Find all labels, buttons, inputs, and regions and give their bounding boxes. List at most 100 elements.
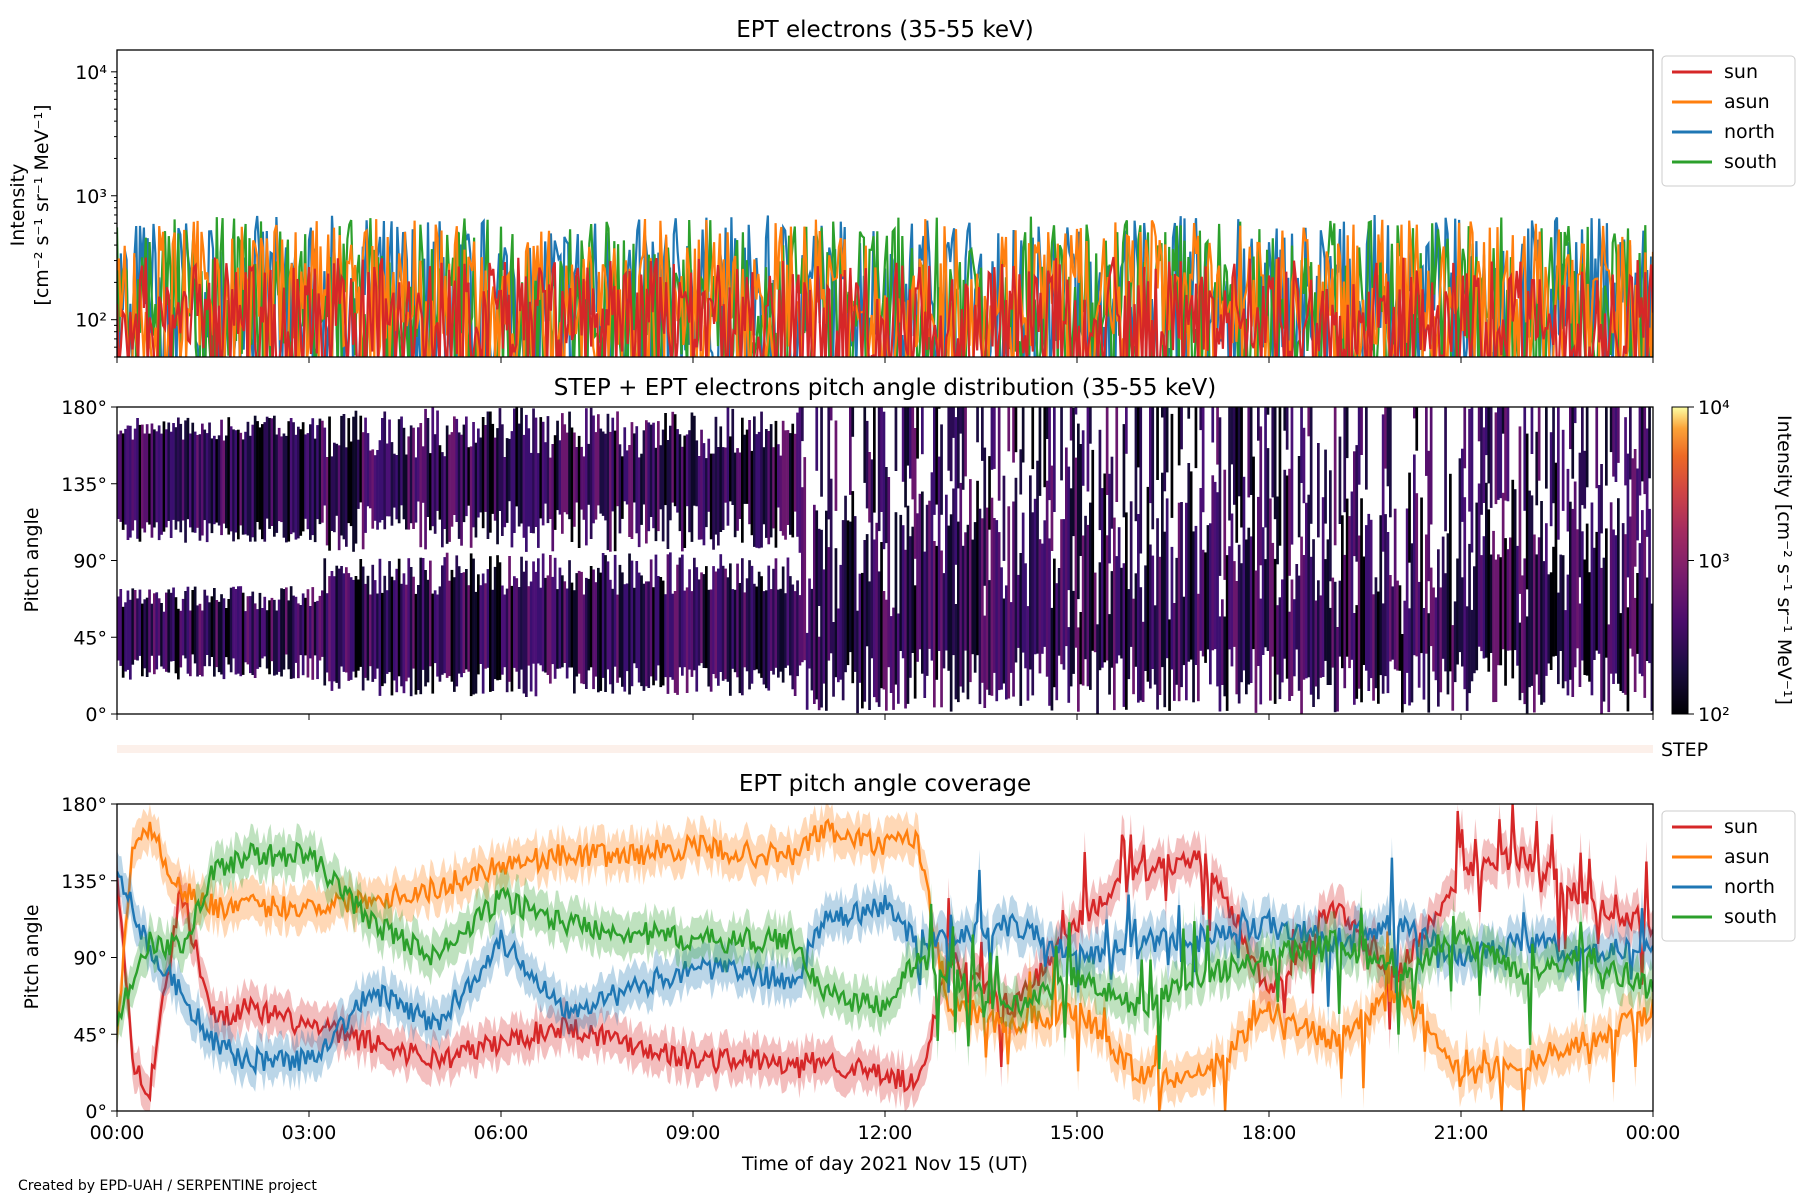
pad-cell <box>1317 580 1320 700</box>
pad-cell <box>323 558 327 686</box>
pad-cell <box>1218 417 1222 576</box>
pad-cell <box>1585 407 1589 488</box>
pad-cell <box>431 593 435 694</box>
pad-cell <box>657 576 660 666</box>
pad-cell <box>1477 483 1481 647</box>
pad-cell <box>1002 598 1006 684</box>
x-tick-label: 12:00 <box>858 1122 913 1144</box>
pad-cell <box>839 564 843 680</box>
pad-cell <box>868 452 871 523</box>
pad-cell <box>277 599 281 672</box>
pad-cell <box>352 579 355 672</box>
pad-cell <box>1069 407 1073 441</box>
pad-cell <box>601 553 605 678</box>
pad-cell <box>1631 458 1635 657</box>
pad-cell <box>1206 525 1210 650</box>
pad-cell <box>429 560 432 667</box>
pad-cell <box>875 522 879 703</box>
pad-cell <box>599 572 603 691</box>
pad-cell <box>239 432 243 526</box>
pad-cell <box>935 545 939 680</box>
pad-cell <box>952 488 955 656</box>
pad-cell <box>270 418 274 526</box>
pad-cell <box>1353 613 1356 705</box>
pad-cell <box>256 609 259 669</box>
pad-cell <box>270 597 274 662</box>
pad-cell <box>1319 595 1323 678</box>
pad-cell <box>724 447 727 503</box>
pad-cell <box>477 574 480 675</box>
pad-cell <box>153 429 156 528</box>
pad-cell <box>1333 581 1337 713</box>
pad-y-tick-label: 0° <box>85 704 107 726</box>
pad-cell <box>489 556 492 692</box>
pad-cell <box>909 536 912 678</box>
pad-cell <box>1485 482 1488 658</box>
pad-cell <box>1038 539 1042 674</box>
pad-cell <box>1554 462 1558 656</box>
pad-cell <box>474 591 478 694</box>
pad-cell <box>628 553 631 695</box>
pad-cell <box>393 580 396 681</box>
pad-cell <box>925 504 929 676</box>
pad-cell <box>870 459 874 659</box>
pad-cell <box>520 556 523 670</box>
pad-cell <box>1019 553 1023 706</box>
pad-cell <box>162 421 166 532</box>
pad-cell <box>239 586 243 677</box>
pad-cell <box>1026 606 1030 701</box>
pad-cell <box>1641 407 1644 482</box>
pad-cell <box>417 585 420 690</box>
pad-cell <box>318 595 322 661</box>
pad-cell <box>268 418 271 529</box>
pad-cell <box>1494 559 1498 702</box>
coverage-y-label: Pitch angle <box>21 904 43 1009</box>
pad-cell <box>153 593 156 675</box>
pad-cell <box>1403 600 1407 705</box>
pad-cell <box>649 559 653 677</box>
pad-cell <box>599 428 603 514</box>
pad-cell <box>527 586 531 666</box>
pad-cell <box>515 407 519 507</box>
pad-cell <box>990 497 994 696</box>
pad-cell <box>424 408 427 550</box>
pad-cell <box>143 433 147 533</box>
pad-cell <box>186 586 190 674</box>
pad-cell <box>405 584 408 682</box>
pad-cell <box>1621 523 1625 693</box>
pad-cell <box>371 564 375 682</box>
pad-cell <box>333 576 336 682</box>
pad-cell <box>628 445 631 537</box>
pad-cell <box>232 429 235 542</box>
pad-cell <box>1417 581 1421 688</box>
pad-cell <box>1261 527 1265 655</box>
pad-cell <box>575 573 579 677</box>
pad-cell <box>1612 529 1615 684</box>
pad-cell <box>700 572 703 664</box>
pad-cell <box>1552 407 1555 504</box>
pad-cell <box>714 416 718 535</box>
pad-cell <box>1633 597 1637 692</box>
pad-cell <box>921 407 924 455</box>
pad-cell <box>455 418 459 522</box>
pad-cell <box>765 429 768 538</box>
pad-cell <box>1194 407 1198 469</box>
pad-cell <box>745 429 749 504</box>
pad-cell <box>407 436 411 530</box>
pad-cell <box>633 587 636 664</box>
pad-cell <box>1425 534 1428 654</box>
pad-cell <box>570 427 574 542</box>
legend-label-asun: asun <box>1724 846 1770 868</box>
pad-cell <box>1223 616 1227 697</box>
pad-cell <box>357 579 360 671</box>
pad-cell <box>981 518 984 683</box>
pad-cell <box>1569 407 1572 450</box>
pad-cell <box>561 575 564 668</box>
coverage-band-north <box>117 837 1653 1092</box>
pad-cell <box>1343 407 1347 513</box>
pad-cell <box>1588 572 1591 682</box>
pad-cell <box>467 447 471 506</box>
pad-cell <box>933 407 936 515</box>
pad-cell <box>426 418 430 517</box>
pad-cell <box>1302 555 1306 680</box>
